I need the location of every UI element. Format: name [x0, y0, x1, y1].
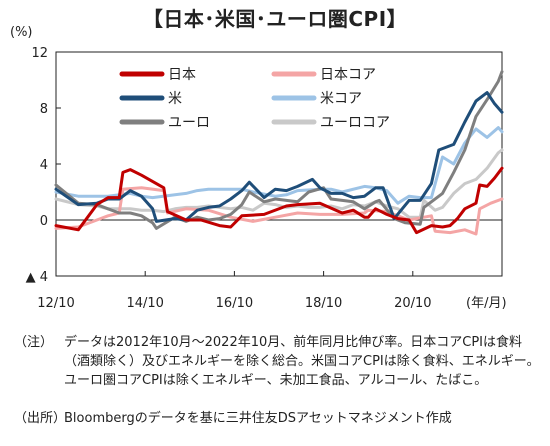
y-tick-label: 0	[40, 214, 48, 229]
series-line-5	[54, 70, 504, 230]
series-line-4	[54, 126, 504, 205]
x-tick-label: 18/10	[305, 296, 342, 311]
x-unit-label: (年/月)	[466, 296, 507, 311]
legend-label: ユーロ	[168, 115, 210, 131]
source-text: Bloombergのデータを基に三井住友DSアセットマネジメント作成	[64, 411, 452, 426]
series-layer	[54, 70, 504, 236]
note-label: （注）	[14, 335, 54, 350]
y-tick-label: ▲ 4	[26, 270, 48, 285]
legend-bg	[114, 113, 234, 131]
legend-label: 日本コア	[320, 67, 376, 83]
legend-bg	[266, 113, 388, 131]
series-line-6	[54, 148, 504, 219]
legend-bg	[114, 65, 234, 83]
x-tick-label: 12/10	[37, 296, 74, 311]
legend-label: 日本	[168, 67, 196, 83]
legend-label: ユーロコア	[320, 115, 390, 131]
axes-layer: 12 8 4 0 ▲ 4 12/10 14/10 16/10 18/10 20/10	[26, 46, 502, 311]
series-line-1	[54, 166, 504, 235]
x-tick-label: 20/10	[394, 296, 431, 311]
x-tick-label: 14/10	[126, 296, 163, 311]
cpi-line-chart: (%) (年/月) 12 8 4 0 ▲ 4 12/10 14/10 16/10 18/10 20…	[10, 25, 507, 311]
x-tick-label: 16/10	[216, 296, 253, 311]
legend-bg	[266, 65, 388, 83]
source-label: （出所）	[14, 411, 67, 426]
legend-label: 米コア	[320, 91, 362, 107]
note-text: データは2012年10月～2022年10月、前年同月比伸び率。日本コアCPIは食…	[64, 335, 540, 388]
y-tick-label: 8	[40, 102, 48, 117]
legend-bg	[114, 89, 234, 107]
legend-label: 米	[168, 91, 182, 107]
chart-title: 【日本･米国･ユーロ圏CPI】	[142, 7, 408, 31]
y-unit-label: (%)	[10, 25, 33, 40]
y-tick-label: 4	[40, 158, 48, 173]
y-tick-label: 12	[31, 46, 48, 61]
series-line-3	[54, 91, 504, 223]
legend-bg	[266, 89, 388, 107]
